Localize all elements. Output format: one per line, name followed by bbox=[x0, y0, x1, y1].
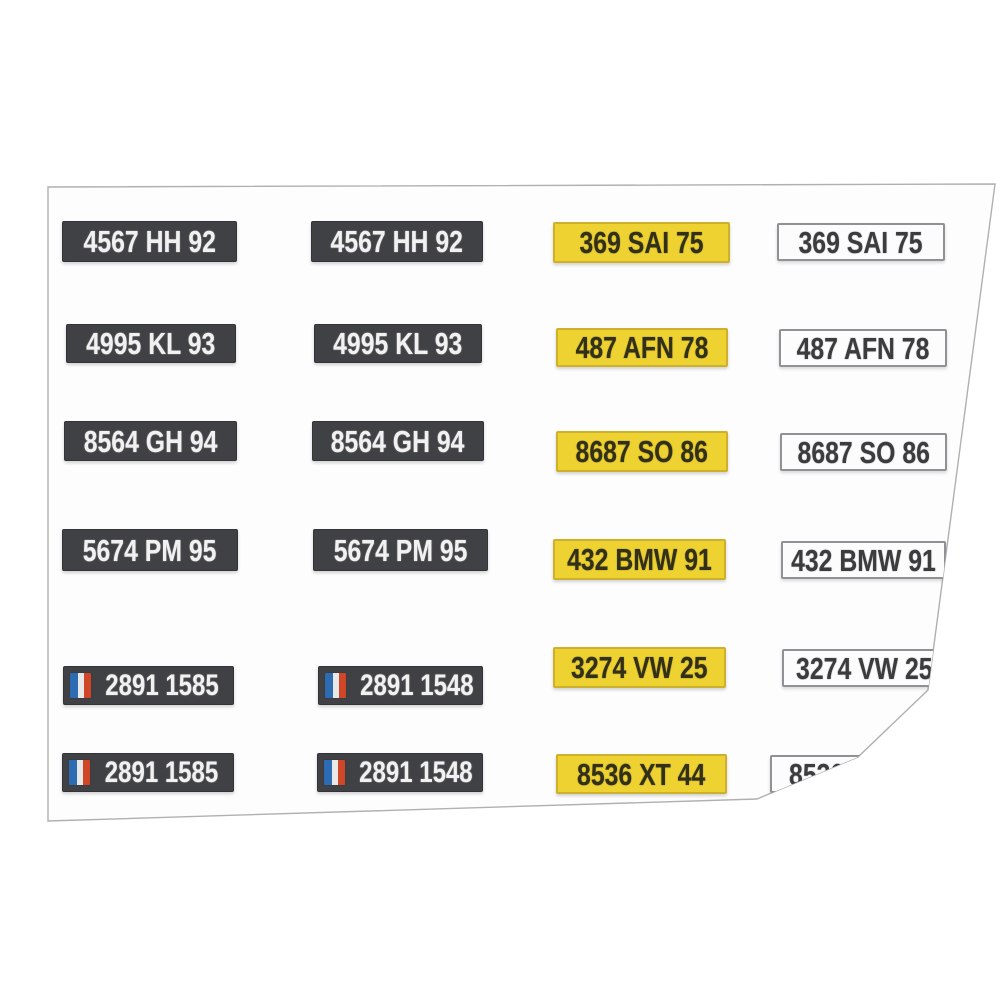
plate-number-text: 487 AFN 78 bbox=[796, 330, 930, 366]
plate-number-text: 8687 SO 86 bbox=[797, 434, 930, 470]
plate-number-text: 8564 GH 94 bbox=[331, 423, 465, 459]
plate-number-text: 4567 HH 92 bbox=[83, 224, 216, 259]
plate-number-text: 2891 1585 bbox=[105, 668, 219, 702]
plate-number-text: 5674 PM 95 bbox=[83, 532, 217, 568]
plate-number-text: 369 SAI 75 bbox=[579, 225, 704, 260]
plate-number-text: 487 AFN 78 bbox=[575, 330, 709, 365]
plate-number-text: 8687 SO 86 bbox=[575, 434, 709, 469]
plate-number-text: 2891 1548 bbox=[360, 668, 474, 702]
plate-number-text: 4995 KL 93 bbox=[333, 326, 463, 361]
license-plate: 4567 HH 92 bbox=[311, 221, 483, 262]
license-plate: 432 BMW 91 bbox=[553, 539, 726, 580]
plate-number-text: 369 SAI 75 bbox=[798, 224, 924, 260]
license-plate: 2891 1585 bbox=[62, 753, 234, 792]
license-plate: 8564 GH 94 bbox=[64, 421, 237, 461]
license-plate: 8564 GH 94 bbox=[312, 421, 484, 461]
license-plate: 3274 VW 25 bbox=[782, 649, 946, 687]
france-flag-icon bbox=[70, 673, 91, 698]
plate-number-text: 8564 GH 94 bbox=[83, 423, 218, 459]
license-plate: 4995 KL 93 bbox=[66, 324, 236, 363]
plate-number-text: 5674 PM 95 bbox=[333, 532, 468, 568]
license-plate: 4567 HH 92 bbox=[62, 221, 237, 262]
license-plate: 2891 1585 bbox=[63, 666, 234, 705]
license-plate: 2891 1548 bbox=[318, 666, 483, 705]
france-flag-icon bbox=[69, 760, 90, 785]
plate-number-text: 2891 1585 bbox=[104, 755, 219, 789]
license-plate: 8536 XT 44 bbox=[556, 754, 727, 794]
license-plate: 8687 SO 86 bbox=[780, 433, 947, 471]
license-plate: 487 AFN 78 bbox=[779, 329, 947, 367]
france-flag-icon bbox=[325, 673, 346, 698]
france-flag-icon bbox=[324, 760, 345, 785]
plate-number-text: 3274 VW 25 bbox=[795, 650, 933, 686]
plate-number-text: 4995 KL 93 bbox=[86, 326, 216, 361]
license-plate: 4995 KL 93 bbox=[314, 324, 482, 363]
license-plate: 2891 1548 bbox=[317, 753, 483, 792]
plate-number-text: 3274 VW 25 bbox=[571, 650, 708, 685]
license-plate: 487 AFN 78 bbox=[556, 328, 728, 367]
license-plate: 3274 VW 25 bbox=[553, 647, 726, 688]
license-plate: 5674 PM 95 bbox=[62, 529, 238, 571]
plate-number-text: 432 BMW 91 bbox=[567, 542, 712, 577]
plate-number-text: 2891 1548 bbox=[359, 755, 473, 789]
plate-number-text: 8536 XT 44 bbox=[577, 756, 706, 792]
license-plate: 369 SAI 75 bbox=[777, 223, 945, 261]
license-plate: 369 SAI 75 bbox=[553, 222, 730, 263]
plate-number-text: 4567 HH 92 bbox=[330, 224, 464, 259]
license-plate: 8687 SO 86 bbox=[556, 431, 728, 472]
plate-number-text: 432 BMW 91 bbox=[791, 542, 936, 578]
license-plate: 432 BMW 91 bbox=[781, 541, 946, 579]
license-plate: 5674 PM 95 bbox=[313, 529, 488, 571]
